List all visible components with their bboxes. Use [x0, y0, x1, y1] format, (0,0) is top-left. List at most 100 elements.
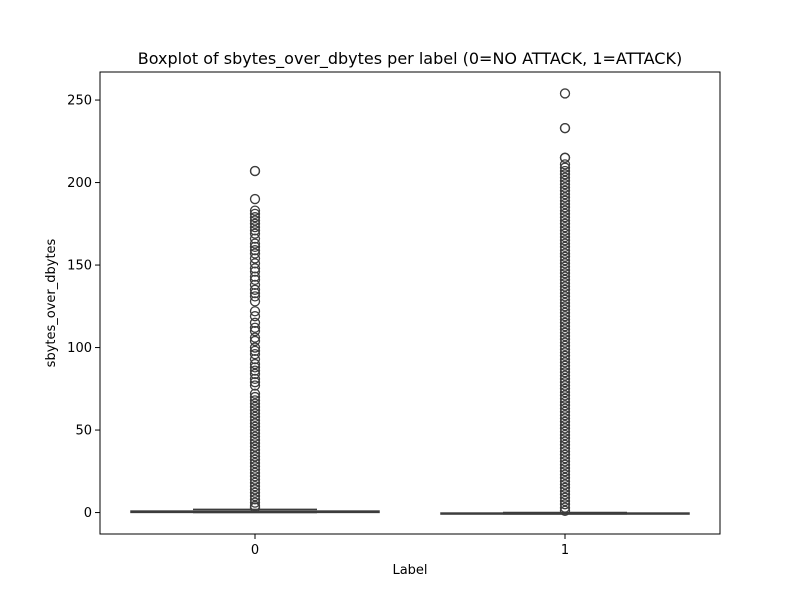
outlier-point [559, 192, 571, 203]
outlier-point [559, 363, 571, 375]
outlier-point [559, 274, 571, 286]
outlier-point [559, 396, 571, 408]
outlier-point [249, 431, 261, 442]
outlier-point [249, 353, 261, 365]
box-group-0 [130, 165, 380, 514]
outlier-point [249, 408, 261, 419]
outlier-point [559, 482, 571, 493]
outlier-point [559, 485, 571, 497]
outlier-point [559, 367, 571, 378]
y-axis-label: sbytes_over_dbytes [44, 238, 59, 367]
outlier-point [559, 251, 571, 262]
outlier-point [559, 373, 571, 385]
outlier-point [249, 474, 261, 485]
outlier-point [249, 484, 261, 495]
outlier-point [559, 337, 571, 348]
chart-title: Boxplot of sbytes_over_dbytes per label … [138, 49, 682, 69]
outlier-point [249, 274, 261, 286]
outlier-point [249, 279, 261, 291]
outlier-point [559, 258, 571, 269]
outlier-point [559, 327, 571, 338]
outlier-point [249, 365, 261, 376]
outlier-point [559, 238, 571, 249]
outlier-point [559, 334, 571, 345]
outlier-point [559, 456, 571, 467]
outlier-point [559, 291, 571, 302]
outlier-point [559, 175, 571, 187]
outlier-point [559, 505, 571, 517]
outlier-point [249, 373, 261, 385]
plot-area [130, 88, 690, 517]
outlier-point [249, 434, 261, 446]
outlier-point [249, 461, 261, 472]
outlier-point [559, 370, 571, 381]
outlier-point [559, 317, 571, 328]
outlier-point [249, 494, 261, 505]
outlier-point [559, 452, 571, 464]
outlier-point [559, 218, 571, 229]
x-axis-label: Label [392, 563, 427, 578]
outlier-point [559, 459, 571, 470]
y-tick-label: 200 [67, 176, 92, 191]
outlier-point [249, 395, 261, 406]
outlier-point [249, 238, 261, 249]
outlier-point [249, 342, 261, 353]
outlier-point [249, 391, 261, 403]
outlier-point [249, 263, 261, 274]
outlier-point [249, 414, 261, 426]
outlier-point [559, 423, 571, 434]
outlier-point [559, 221, 571, 233]
outlier-point [559, 307, 571, 319]
outlier-point [249, 317, 261, 328]
outlier-point [559, 344, 571, 355]
outlier-point [559, 410, 571, 421]
outlier-point [559, 231, 571, 243]
outlier-point [249, 444, 261, 456]
outlier-point [559, 287, 571, 299]
outlier-point [249, 502, 261, 513]
outlier-point [249, 332, 261, 343]
outlier-point [559, 340, 571, 352]
outlier-point [559, 261, 571, 272]
outlier-point [559, 360, 571, 371]
outlier-point [249, 358, 261, 370]
outlier-point [249, 225, 261, 236]
outlier-point [559, 479, 571, 490]
outlier-point [559, 208, 571, 220]
outlier-point [249, 464, 261, 475]
outlier-point [559, 225, 571, 236]
outlier-point [559, 492, 571, 503]
outlier-point [559, 330, 571, 342]
outlier-point [559, 182, 571, 193]
outlier-point [249, 253, 261, 264]
outlier-point [559, 314, 571, 325]
y-tick-label: 0 [84, 506, 92, 521]
outlier-point [249, 471, 261, 482]
plot-frame [99, 71, 721, 535]
outlier-point [249, 428, 261, 439]
outlier-point [249, 490, 261, 502]
outlier-point [249, 421, 261, 432]
outlier-point [249, 348, 261, 360]
outlier-point [559, 304, 571, 315]
outlier-point [559, 205, 571, 216]
outlier-point [559, 377, 571, 388]
outlier-point [249, 380, 261, 391]
outlier-point [249, 377, 261, 388]
outlier-point [559, 413, 571, 424]
outlier-point [559, 406, 571, 418]
outlier-point [559, 393, 571, 404]
outlier-point [559, 188, 571, 200]
outlier-point [559, 449, 571, 460]
outlier-point [559, 294, 571, 305]
outlier-point [559, 212, 571, 223]
outlier-point [249, 388, 261, 399]
outlier-point [249, 311, 261, 322]
outlier-point [249, 467, 261, 479]
outlier-point [559, 254, 571, 266]
outlier-point [559, 347, 571, 358]
outlier-point [559, 446, 571, 457]
outlier-point [559, 416, 571, 427]
